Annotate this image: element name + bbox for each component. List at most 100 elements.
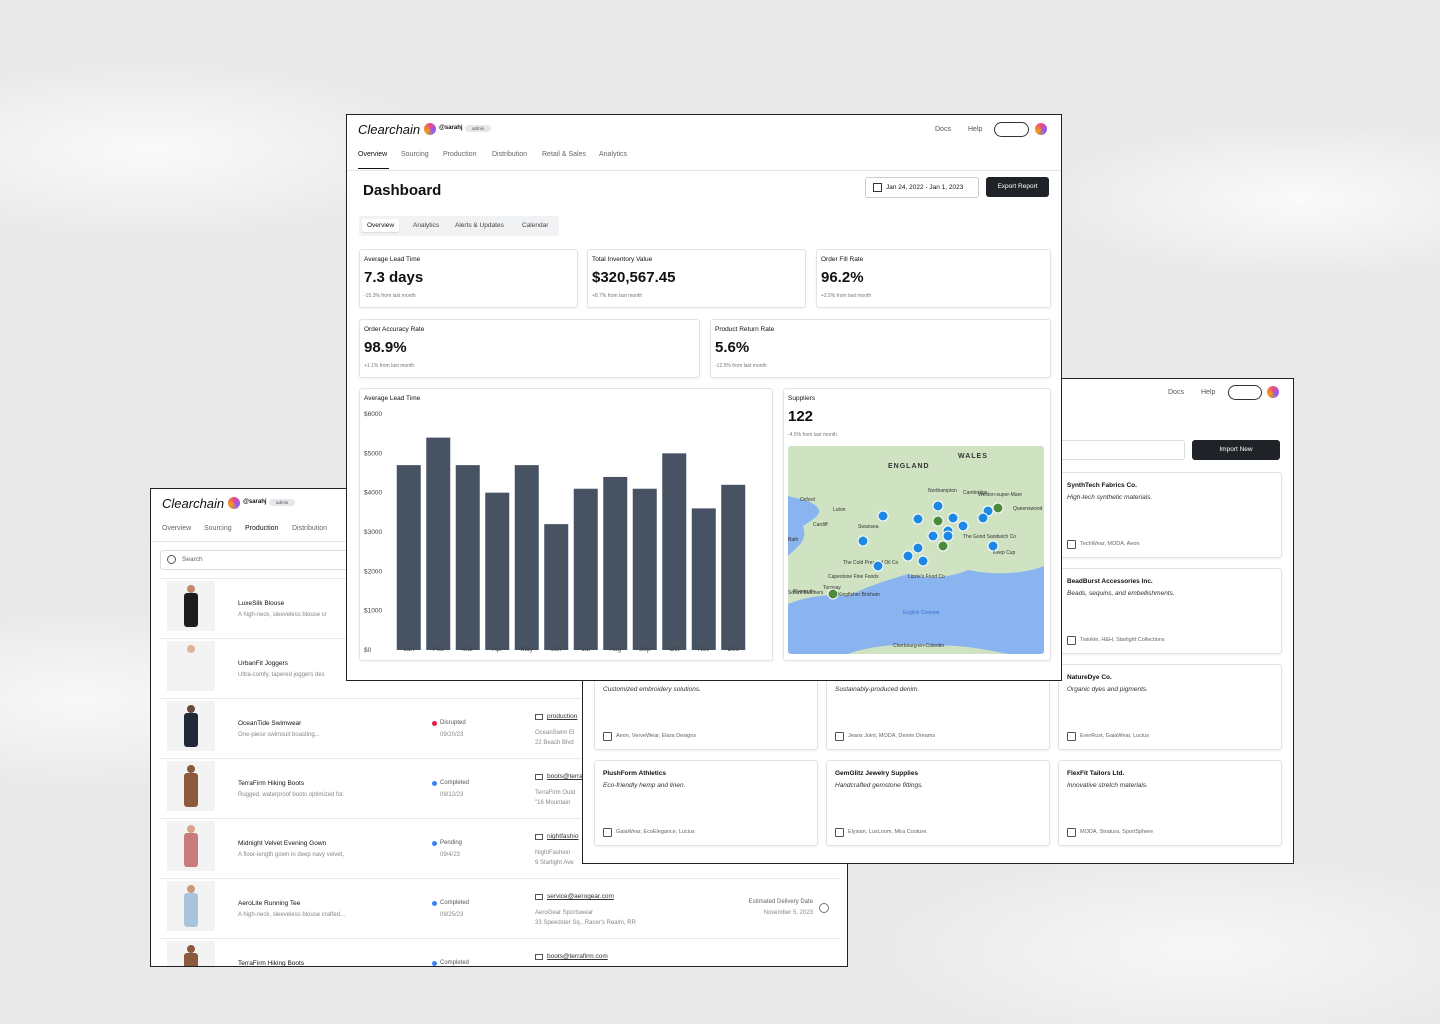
- brand-icon: [603, 828, 612, 837]
- map-marker: [977, 512, 989, 524]
- map[interactable]: ENGLAND WALES Northampton Cambridge Oxford Lu…: [788, 446, 1044, 654]
- nav-tab[interactable]: Retail & Sales: [542, 151, 586, 158]
- product-image: [167, 641, 215, 691]
- nav-tab[interactable]: Distribution: [292, 525, 328, 532]
- map-marker: [992, 502, 1004, 514]
- product-desc: One-piece swimsuit boasting...: [238, 732, 320, 738]
- product-desc: Rugged, waterproof boots optimized for.: [238, 792, 345, 798]
- export-label: Export Report: [997, 183, 1038, 190]
- user: @sarahj: [439, 125, 463, 131]
- bar: [573, 488, 598, 650]
- nav-tab[interactable]: Production: [245, 525, 279, 532]
- nav-tab[interactable]: Sourcing: [204, 525, 232, 532]
- bar: [691, 508, 716, 650]
- nav-link[interactable]: Docs: [935, 126, 951, 133]
- row-divider: [160, 818, 840, 819]
- figure-head: [187, 645, 195, 653]
- map-marker: [937, 540, 949, 552]
- x-tick-label: Jul: [582, 646, 591, 653]
- row-action[interactable]: [819, 903, 829, 913]
- export-button[interactable]: Export Report: [986, 177, 1049, 197]
- y-tick-label: $6000: [364, 411, 382, 418]
- import-button[interactable]: Import New: [1192, 440, 1280, 460]
- email[interactable]: nightfashio: [547, 833, 579, 840]
- email[interactable]: boots@terra: [547, 773, 583, 780]
- status-dot: [432, 841, 437, 846]
- map-marker: [917, 555, 929, 567]
- supplier-card[interactable]: BeadBurst Accessories Inc. Beads, sequins…: [1058, 568, 1282, 654]
- address: 9 Starlight Ave: [535, 860, 574, 866]
- avatar: [1035, 123, 1047, 135]
- land-france: [848, 644, 1008, 654]
- x-tick-label: Apr: [492, 646, 503, 653]
- tab[interactable]: Overview: [362, 219, 400, 232]
- mail-icon: [535, 834, 543, 840]
- company: TerraFirm Outd: [535, 790, 576, 796]
- delivery-label: Estimated Delivery Date: [748, 899, 813, 905]
- map-label: Northampton: [928, 488, 957, 494]
- tab[interactable]: Alerts & Updates: [455, 222, 504, 229]
- supplier-name: SynthTech Fabrics Co.: [1067, 482, 1137, 489]
- supplier-card[interactable]: FlexFit Tailors Ltd. Innovative stretch m…: [1058, 760, 1282, 846]
- user: @sarahj: [243, 499, 267, 505]
- figure-body: [184, 593, 198, 627]
- product-image: [167, 941, 215, 966]
- figure-head: [187, 585, 195, 593]
- supplier-name: GemGlitz Jewelry Supplies: [835, 770, 919, 777]
- row-divider: [160, 938, 840, 939]
- stat-value: $320,567.45: [592, 269, 676, 286]
- supplier-card[interactable]: SynthTech Fabrics Co. High-tech synthetic…: [1058, 472, 1282, 558]
- stat-label: Order Fill Rate: [821, 256, 864, 263]
- date-picker[interactable]: Jan 24, 2022 - Jan 1, 2023: [865, 177, 979, 198]
- map-label: Kingfisher Brixham: [838, 592, 880, 598]
- email[interactable]: boots@terrafirm.com: [547, 953, 608, 960]
- stat-label: Total Inventory Value: [592, 256, 653, 263]
- x-tick-label: Oct: [669, 646, 679, 653]
- theme-toggle[interactable]: [994, 122, 1029, 137]
- supplier-brands: Elysian, LuxLoom, Mira Couture.: [848, 829, 928, 835]
- avatar: [1267, 386, 1279, 398]
- product-name: AeroLite Running Tee: [238, 900, 301, 907]
- nav-tab[interactable]: Sourcing: [401, 151, 429, 158]
- y-tick-label: $4000: [364, 490, 382, 497]
- theme-toggle[interactable]: [1228, 385, 1262, 400]
- bar: [632, 488, 657, 650]
- nav-tab[interactable]: Overview: [358, 151, 388, 158]
- stat-value: 7.3 days: [364, 269, 424, 286]
- x-tick-label: Jun: [551, 646, 562, 653]
- map-label: Weston-super-Mare: [978, 492, 1022, 498]
- supplier-card[interactable]: NatureDye Co. Organic dyes and pigments. E…: [1058, 664, 1282, 750]
- brand: Clearchain: [162, 496, 225, 511]
- map-label: WALES: [958, 453, 988, 460]
- figure-head: [187, 885, 195, 893]
- nav-tab[interactable]: Production: [443, 151, 477, 158]
- nav-tab[interactable]: Analytics: [599, 151, 628, 158]
- nav-link[interactable]: Help: [1201, 389, 1216, 396]
- suppliers-value: 122: [788, 408, 814, 425]
- email[interactable]: production: [547, 713, 578, 720]
- nav-tab[interactable]: Distribution: [492, 151, 528, 158]
- supplier-card[interactable]: GemGlitz Jewelry Supplies Handcrafted gem…: [826, 760, 1050, 846]
- nav-link[interactable]: Help: [968, 126, 983, 133]
- company: AeroGear Sportswear: [535, 910, 594, 916]
- supplier-name: PlushForm Athletics: [603, 770, 666, 777]
- email[interactable]: service@aerogear.com: [547, 893, 614, 900]
- import-label: Import New: [1219, 446, 1253, 453]
- map-marker: [957, 520, 969, 532]
- stat-change: -15.3% from last month: [364, 293, 416, 299]
- figure-body: [184, 953, 198, 966]
- supplier-card[interactable]: PlushForm Athletics Eco-friendly hemp and…: [594, 760, 818, 846]
- address: 33 Speedster Sq., Racer's Realm, RR: [535, 920, 636, 926]
- brand-icon: [1067, 540, 1076, 549]
- supplier-name: NatureDye Co.: [1067, 674, 1112, 681]
- product-name: TerraFirm Hiking Boots: [238, 780, 305, 787]
- x-tick-label: Nov: [698, 646, 710, 653]
- nav-link[interactable]: Docs: [1168, 389, 1184, 396]
- nav-tab[interactable]: Overview: [162, 525, 192, 532]
- tab[interactable]: Analytics: [413, 222, 440, 229]
- search-placeholder: Search: [182, 556, 203, 563]
- tab[interactable]: Calendar: [522, 222, 549, 229]
- status: Disrupted: [440, 720, 466, 726]
- status: Completed: [440, 780, 470, 786]
